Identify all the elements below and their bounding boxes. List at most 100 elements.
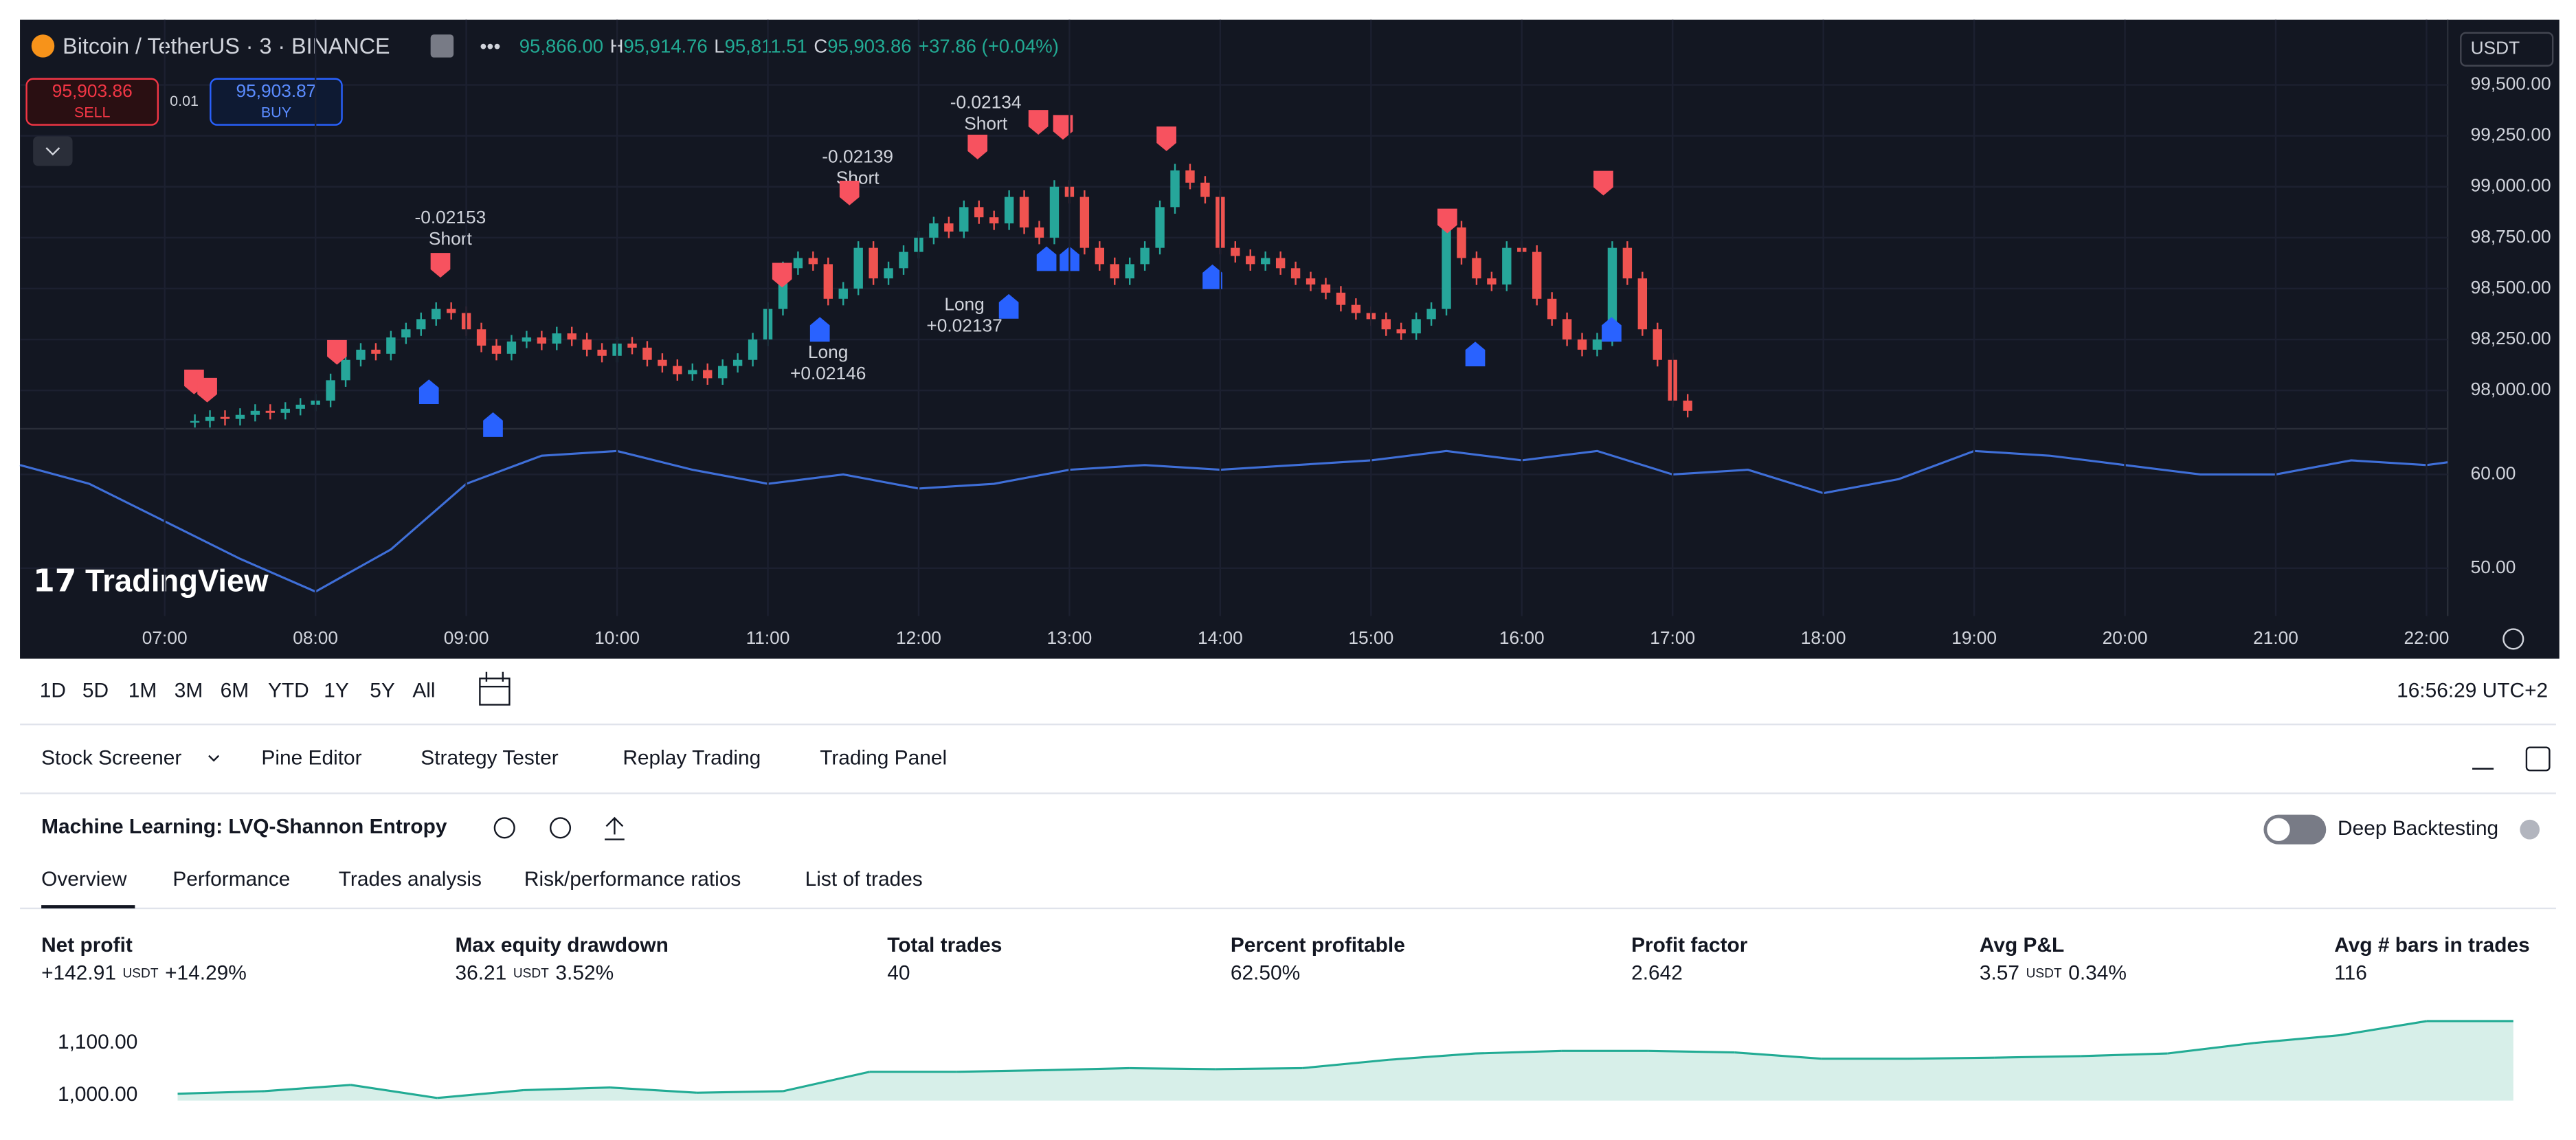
range-button[interactable]: 1Y <box>324 679 349 702</box>
candle <box>1004 197 1014 224</box>
range-button[interactable]: 1D <box>40 679 66 702</box>
stat-label: Percent profitable <box>1231 934 1405 957</box>
candle <box>582 339 592 350</box>
quantity: 0.01 <box>170 93 199 109</box>
candle <box>959 207 969 232</box>
date-range-icon[interactable] <box>479 671 511 706</box>
equity-segment <box>956 1069 1043 1073</box>
sell-label[interactable]: SELL <box>74 104 111 121</box>
currency[interactable]: USDT <box>2471 38 2520 58</box>
x-tick-label: 10:00 <box>594 627 640 648</box>
long-marker <box>1602 317 1622 342</box>
stat-number: 62.50% <box>1231 961 1300 984</box>
x-tick-label: 17:00 <box>1650 627 1695 648</box>
stat-number: 36.21 <box>456 961 507 984</box>
x-tick-label: 19:00 <box>1951 627 1997 648</box>
panel-tab[interactable]: Replay Trading <box>623 746 761 769</box>
buy-button[interactable] <box>210 78 343 126</box>
range-button[interactable]: 5Y <box>370 679 395 702</box>
strategy-tab[interactable]: Trades analysis <box>339 868 482 891</box>
range-button[interactable]: 6M <box>221 679 249 702</box>
equity-segment <box>1994 1055 2081 1059</box>
short-marker <box>1053 115 1073 140</box>
oscillator-pane: 50.00 60.00 <box>19 449 2516 593</box>
stat-value: 2.642 <box>1631 961 1683 984</box>
candle <box>1079 197 1090 248</box>
candle <box>1185 170 1195 183</box>
stat-label: Total trades <box>887 934 1002 957</box>
stat-label: Profit factor <box>1631 934 1748 957</box>
maximize-icon[interactable] <box>2525 746 2551 772</box>
stat-number: 3.57 <box>1980 961 2019 984</box>
candle <box>295 404 305 409</box>
buy-price[interactable]: 95,903.87 <box>236 80 316 101</box>
export-icon[interactable] <box>605 816 625 840</box>
ohlc-change: +37.86 (+0.04%) <box>918 36 1059 57</box>
candle <box>537 337 547 344</box>
collapse-button[interactable] <box>33 136 73 166</box>
candle <box>853 247 863 289</box>
strategy-tab[interactable]: Risk/performance ratios <box>524 868 741 891</box>
range-button[interactable]: 3M <box>175 679 203 702</box>
stat-number: 116 <box>2334 961 2367 984</box>
candle <box>1200 182 1210 197</box>
help-icon[interactable] <box>2520 819 2540 840</box>
buy-label[interactable]: BUY <box>261 104 291 121</box>
trade-label: -0.02139 <box>822 146 893 166</box>
ohlc-key: L <box>714 36 724 57</box>
equity-segment <box>1475 1049 1562 1055</box>
x-tick-label: 09:00 <box>444 627 489 648</box>
candle <box>1110 264 1119 279</box>
candle <box>432 309 441 320</box>
candle <box>1351 304 1361 313</box>
y-tick-label: 98,000.00 <box>2471 379 2551 399</box>
flag-icon <box>430 34 454 58</box>
currency-button[interactable] <box>2460 32 2554 67</box>
stat-value: 40 <box>887 961 910 984</box>
candle <box>1426 309 1436 320</box>
candle <box>1261 258 1270 265</box>
long-marker <box>1036 246 1057 271</box>
strategy-tab[interactable]: List of trades <box>805 868 923 891</box>
equity-segment <box>2253 1033 2341 1044</box>
sell-button[interactable] <box>25 78 159 126</box>
settings-icon[interactable] <box>2502 628 2524 650</box>
stat-percent: +14.29% <box>165 961 247 984</box>
ohlc: 95,866.00H95,914.76L95,811.51C95,903.86+… <box>519 36 1059 57</box>
symbol-icon <box>31 34 55 58</box>
candle <box>1306 278 1316 285</box>
panel-tab[interactable]: Stock Screener <box>41 746 181 769</box>
stat-number: 2.642 <box>1631 961 1683 984</box>
equity-segment <box>783 1071 871 1093</box>
candle <box>974 207 984 218</box>
candle <box>1290 268 1301 279</box>
strategy-tab[interactable]: Overview <box>41 868 127 891</box>
ohlc-value: 95,903.86 <box>827 36 911 57</box>
x-tick-label: 18:00 <box>1801 627 1846 648</box>
candle <box>265 410 276 413</box>
alert-icon[interactable] <box>549 817 572 839</box>
panel-tab[interactable]: Strategy Tester <box>421 746 558 769</box>
panel-tab[interactable]: Trading Panel <box>820 746 947 769</box>
more-icon: ••• <box>480 36 500 58</box>
equity-segment <box>2081 1052 2168 1058</box>
candle <box>190 421 200 423</box>
strategy-tab[interactable]: Performance <box>172 868 290 891</box>
long-marker <box>1465 342 1486 367</box>
strategy-name: Machine Learning: LVQ-Shannon Entropy <box>41 816 447 838</box>
candle <box>823 264 833 299</box>
short-marker <box>1156 126 1176 151</box>
sell-price[interactable]: 95,903.86 <box>52 80 133 101</box>
panel-tab[interactable]: Pine Editor <box>261 746 361 769</box>
x-tick-label: 14:00 <box>1198 627 1243 648</box>
range-button[interactable]: 5D <box>82 679 109 702</box>
stat-number: +142.91 <box>41 961 116 984</box>
candle <box>793 258 803 269</box>
range-button[interactable]: 1M <box>128 679 157 702</box>
equity-chart: 1,000.00 1,100.00 <box>58 1020 2513 1106</box>
candle <box>1607 247 1617 340</box>
range-button[interactable]: All <box>412 679 435 702</box>
range-button[interactable]: YTD <box>268 679 309 702</box>
settings-icon[interactable] <box>493 817 515 839</box>
stat-unit: USDT <box>513 967 549 981</box>
